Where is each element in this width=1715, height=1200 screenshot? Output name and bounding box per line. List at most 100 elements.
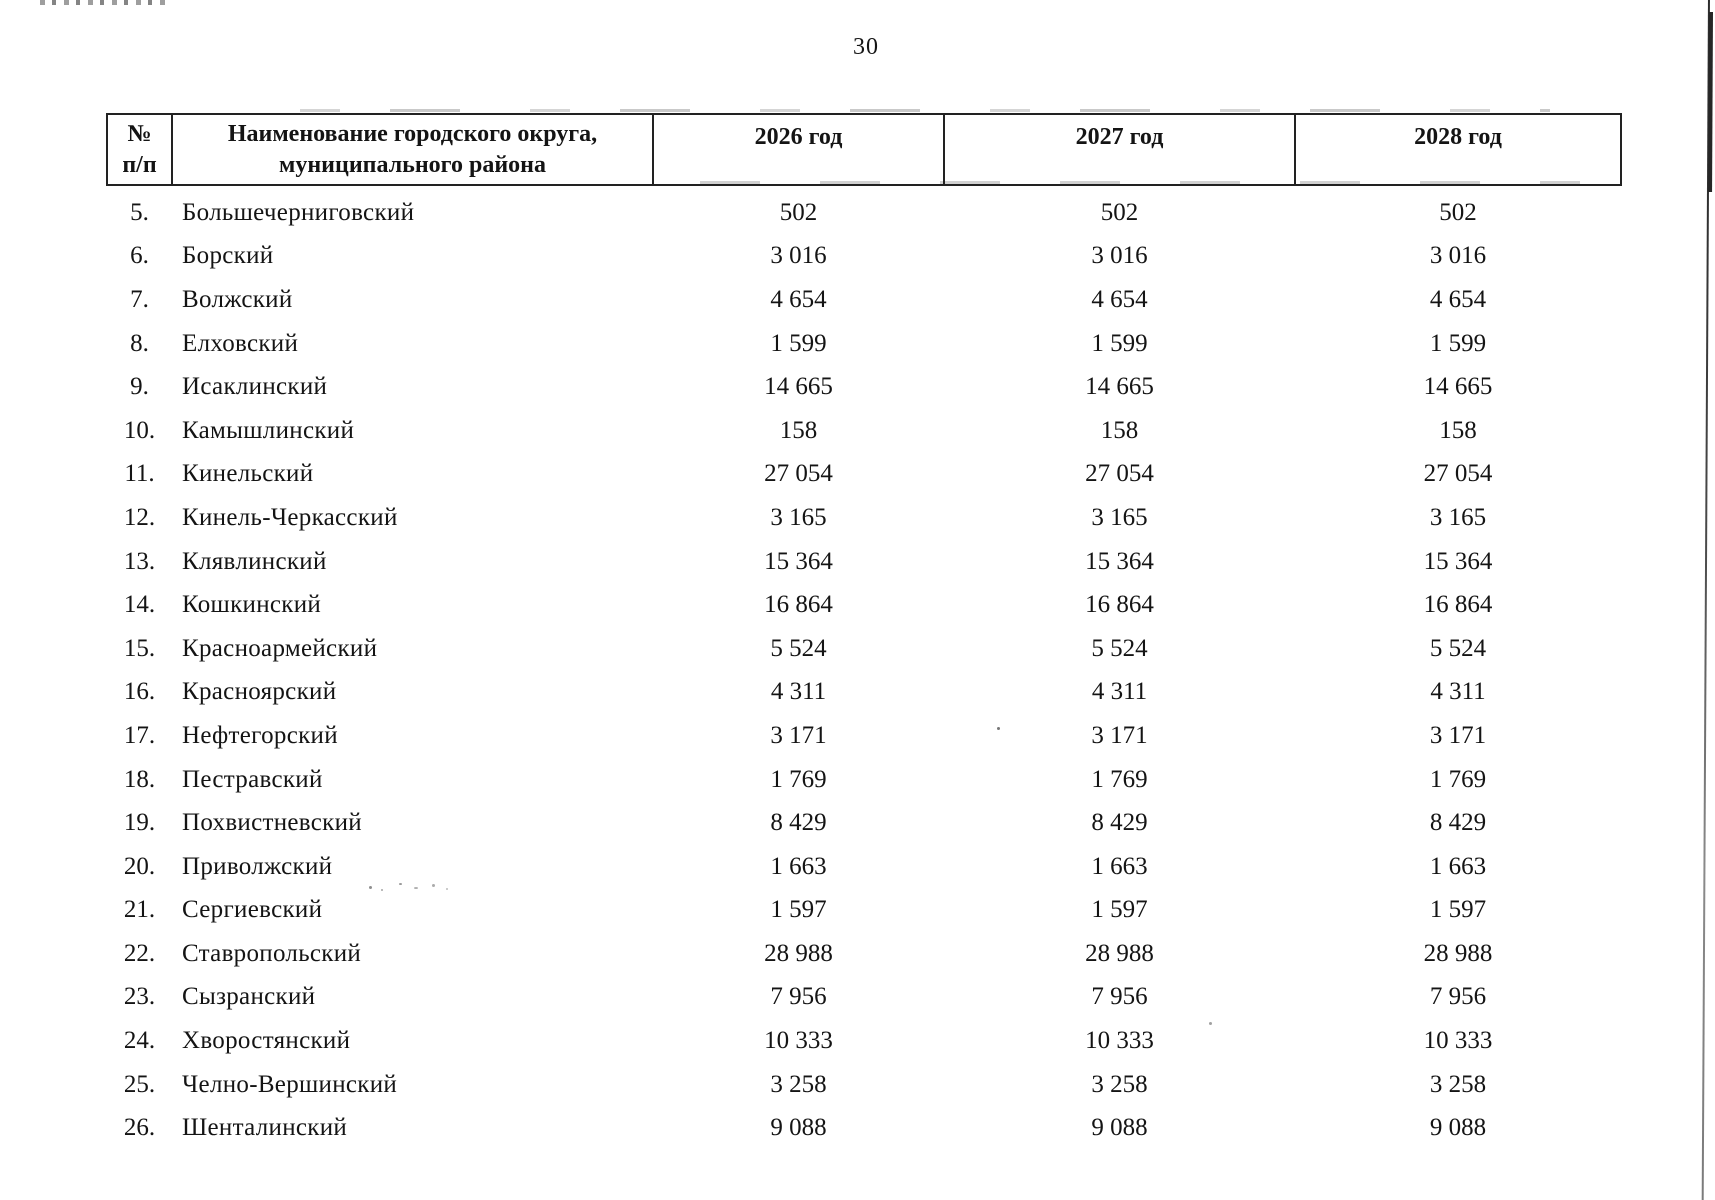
value-2026: 3 258 [770, 1070, 827, 1098]
value-2027: 15 364 [1085, 547, 1154, 575]
table-row: 14. Кошкинский 16 864 16 864 16 864 [107, 583, 1621, 627]
scan-artifact-border-smudge [300, 109, 1550, 112]
value-2027: 3 171 [1091, 721, 1148, 749]
value-2027: 16 864 [1085, 591, 1154, 619]
row-number: 24. [123, 1027, 156, 1055]
header-name-line2: муниципального района [279, 151, 546, 178]
table-row: 26. Шенталинский 9 088 9 088 9 088 [107, 1106, 1621, 1150]
table-row: 22. Ставропольский 28 988 28 988 28 988 [107, 932, 1621, 976]
table-row: 11. Кинельский 27 054 27 054 27 054 [107, 453, 1621, 497]
row-number: 6. [130, 242, 149, 270]
value-2026: 16 864 [764, 591, 833, 619]
scan-artifact-page-edge [1701, 0, 1710, 1200]
district-name: Нефтегорский [182, 721, 338, 749]
value-2028: 7 956 [1429, 983, 1487, 1011]
district-name: Елховский [182, 329, 299, 357]
value-2026: 1 597 [770, 896, 827, 924]
value-2027: 27 054 [1085, 460, 1154, 488]
value-2027: 3 258 [1091, 1070, 1148, 1098]
row-number: 18. [123, 765, 156, 793]
row-number: 21. [123, 896, 156, 924]
value-2026: 27 054 [764, 460, 833, 488]
header-year-2027: 2027 год [943, 113, 1296, 186]
value-2026: 5 524 [770, 634, 827, 662]
row-number: 8. [130, 329, 149, 357]
value-2027: 158 [1100, 416, 1139, 444]
page-number: 30 [853, 34, 879, 60]
row-number: 22. [123, 939, 156, 967]
value-2027: 10 333 [1085, 1027, 1154, 1055]
table-row: 12. Кинель-Черкасский 3 165 3 165 3 165 [107, 496, 1621, 540]
district-name: Волжский [182, 285, 293, 313]
table-row: 18. Пестравский 1 769 1 769 1 769 [107, 758, 1621, 802]
district-name: Камышлинский [182, 416, 355, 444]
district-name: Ставропольский [182, 939, 362, 967]
value-2026: 8 429 [770, 809, 827, 837]
value-2026: 1 663 [770, 852, 827, 880]
value-2027: 5 524 [1091, 634, 1148, 662]
table-row: 16. Красноярский 4 311 4 311 4 311 [107, 671, 1621, 715]
table-body: 5. Большечерниговский 502 502 502 6. Борский 3 … [107, 185, 1621, 1150]
district-name: Шенталинский [182, 1114, 348, 1142]
scan-artifact-top-dashes [40, 0, 172, 5]
row-number: 9. [130, 373, 149, 401]
value-2028: 4 654 [1429, 285, 1487, 313]
table-row: 20. Приволжский 1 663 1 663 1 663 [107, 845, 1621, 889]
table-row: 6. Борский 3 016 3 016 3 016 [107, 235, 1621, 279]
value-2026: 14 665 [764, 373, 833, 401]
row-number: 7. [130, 285, 149, 313]
value-2027: 1 663 [1091, 852, 1148, 880]
value-2026: 158 [779, 416, 818, 444]
districts-table: № п/п Наименование городского округа, му… [106, 113, 1622, 1150]
scan-artifact-page-edge-dark [1708, 11, 1713, 192]
table-row: 9. Исаклинский 14 665 14 665 14 665 [107, 365, 1621, 409]
value-2028: 1 597 [1429, 896, 1487, 924]
value-2027: 3 016 [1091, 242, 1148, 270]
row-number: 23. [123, 983, 156, 1011]
district-name: Пестравский [182, 765, 323, 793]
header-year-2028: 2028 год [1294, 113, 1622, 186]
value-2028: 4 311 [1430, 678, 1486, 706]
row-number: 5. [130, 198, 149, 226]
row-number: 12. [123, 503, 156, 531]
value-2027: 14 665 [1085, 373, 1154, 401]
value-2027: 1 599 [1091, 329, 1148, 357]
value-2026: 1 599 [770, 329, 827, 357]
value-2026: 15 364 [764, 547, 833, 575]
table-row: 21. Сергиевский 1 597 1 597 1 597 [107, 889, 1621, 933]
value-2026: 9 088 [770, 1114, 827, 1142]
row-number: 13. [123, 547, 156, 575]
value-2026: 10 333 [764, 1027, 833, 1055]
header-num-line2: п/п [122, 151, 157, 178]
row-number: 11. [124, 460, 155, 488]
district-name: Кинель-Черкасский [182, 503, 398, 531]
value-2027: 28 988 [1085, 939, 1154, 967]
value-2026: 3 171 [770, 721, 827, 749]
row-number: 20. [123, 852, 156, 880]
value-2026: 3 016 [770, 242, 827, 270]
value-2026: 4 311 [770, 678, 827, 706]
value-2028: 1 599 [1429, 329, 1487, 357]
table-row: 7. Волжский 4 654 4 654 4 654 [107, 278, 1621, 322]
value-2028: 502 [1439, 198, 1477, 226]
district-name: Большечерниговский [182, 198, 415, 226]
district-name: Хворостянский [182, 1027, 351, 1055]
value-2028: 8 429 [1429, 809, 1487, 837]
value-2028: 9 088 [1429, 1114, 1487, 1142]
table-row: 23. Сызранский 7 956 7 956 7 956 [107, 976, 1621, 1020]
table-row: 24. Хворостянский 10 333 10 333 10 333 [107, 1019, 1621, 1063]
district-name: Челно-Вершинский [182, 1070, 398, 1098]
value-2028: 1 769 [1429, 765, 1487, 793]
header-name-line1: Наименование городского округа, [227, 120, 598, 147]
row-number: 25. [123, 1070, 156, 1098]
value-2028: 5 524 [1429, 634, 1487, 662]
table-row: 15. Красноармейский 5 524 5 524 5 524 [107, 627, 1621, 671]
value-2028: 10 333 [1423, 1027, 1493, 1055]
value-2026: 1 769 [770, 765, 827, 793]
table-row: 25. Челно-Вершинский 3 258 3 258 3 258 [107, 1063, 1621, 1107]
value-2027: 3 165 [1091, 503, 1148, 531]
value-2027: 8 429 [1091, 809, 1148, 837]
value-2028: 14 665 [1423, 373, 1493, 401]
table-row: 5. Большечерниговский 502 502 502 [107, 185, 1621, 235]
